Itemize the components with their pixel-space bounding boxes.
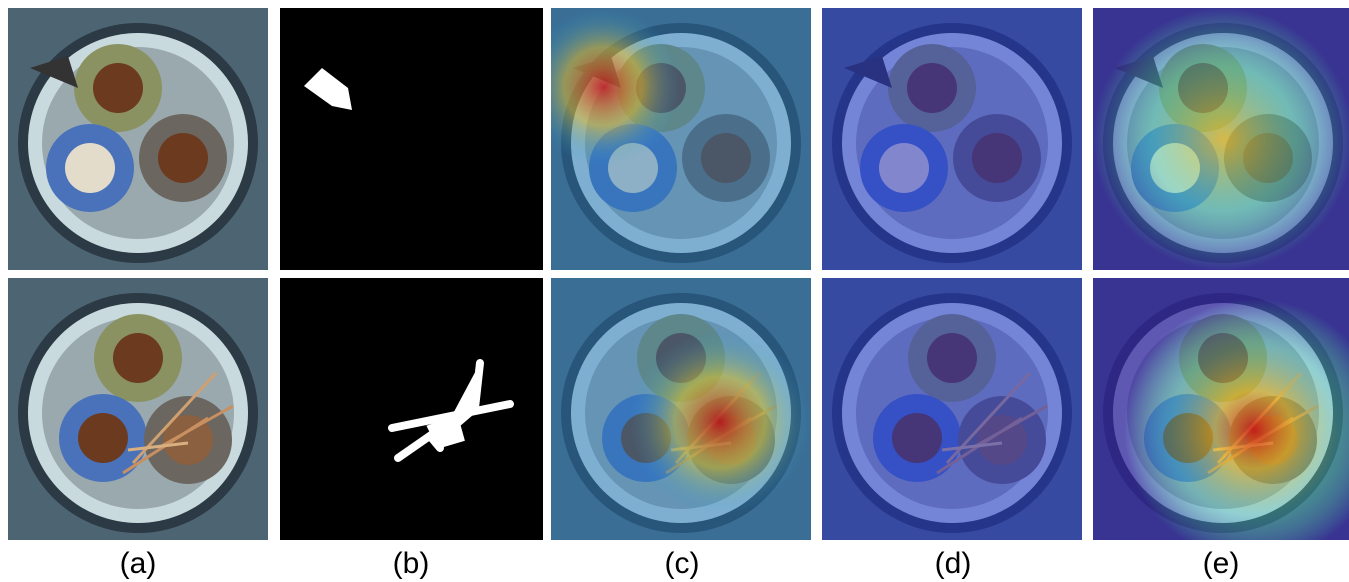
mask-background (280, 8, 543, 270)
heatmap (822, 278, 1082, 540)
strands (78, 413, 128, 463)
heatmap (1093, 8, 1349, 270)
tile (822, 8, 1082, 270)
strands (113, 333, 163, 383)
tile (1093, 8, 1349, 270)
tile (8, 8, 268, 270)
strands (65, 143, 115, 193)
tile (822, 278, 1082, 540)
tile (551, 8, 811, 270)
tile (280, 278, 543, 540)
heatmap (551, 278, 811, 540)
heatmap (1093, 278, 1349, 540)
heatmap (551, 8, 811, 270)
caption: (d) (935, 547, 972, 580)
tile (280, 8, 543, 270)
strands (93, 63, 143, 113)
tile (1093, 278, 1349, 540)
caption: (e) (1203, 547, 1240, 580)
caption: (b) (393, 547, 430, 580)
heatmap (822, 8, 1082, 270)
caption: (c) (665, 547, 700, 580)
caption: (a) (120, 547, 157, 580)
tile (551, 278, 811, 540)
figure: (a) (b) (c) (d) (e) (0, 0, 1349, 582)
strands (158, 133, 208, 183)
tile (8, 278, 268, 540)
